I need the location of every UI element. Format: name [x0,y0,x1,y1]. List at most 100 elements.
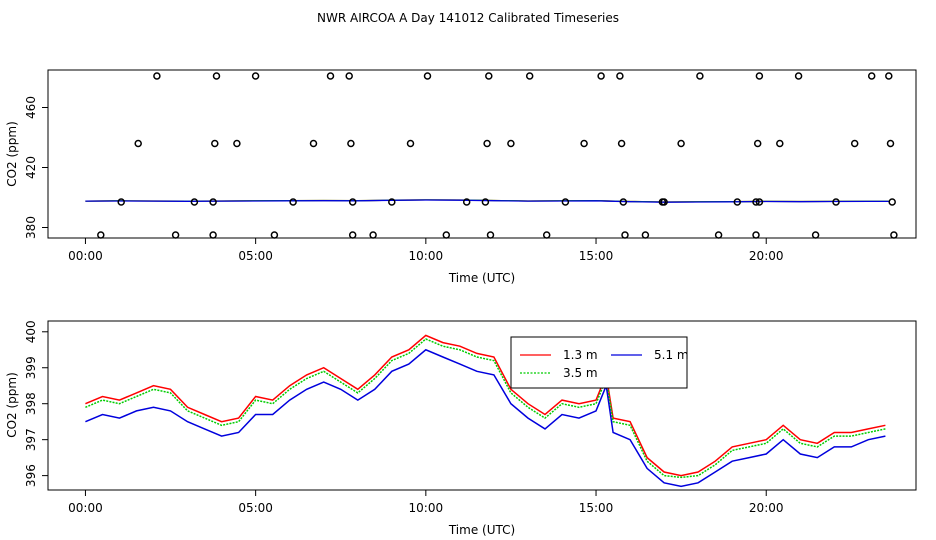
scatter-point [348,198,357,206]
scatter-point [326,72,335,80]
scatter-point [442,231,451,239]
scatter-point [755,72,764,80]
bottom-x-tick-label: 05:00 [238,501,273,515]
bottom-x-tick-label: 10:00 [409,501,444,515]
scatter-point [733,198,742,206]
x-axis-top: 00:00 05:00 10:00 15:00 20:00 [68,238,784,263]
x-axis-label-top: Time (UTC) [448,271,515,285]
legend: 1.3 m 5.1 m 3.5 m [510,336,689,389]
scatter-point [617,139,626,148]
bottom-y-tick-label: 396 [24,464,38,487]
scatter-point [888,198,896,206]
bottom-y-tick-label: 399 [24,356,38,379]
x-axis-bottom: 00:00 05:00 10:00 15:00 20:00 [68,490,784,515]
plot-frame-bottom [47,320,917,491]
panel-top: 00:00 05:00 10:00 15:00 20:00 380 420 460 Time… [5,69,917,285]
scatter-point [850,139,859,148]
legend-box [510,336,688,389]
series-line-5-1-m [85,348,886,488]
top-series-line [85,199,889,203]
bottom-y-tick-label: 398 [24,392,38,415]
scatter-point [485,72,493,80]
scatter-point [660,198,668,206]
scatter-point [542,231,551,239]
scatter-point [641,231,650,239]
top-y-tick-label: 460 [24,96,38,119]
scatter-point [211,139,219,148]
y-axis-label-top: CO2 (ppm) [5,121,19,187]
scatter-point [525,72,534,80]
scatter-point [776,139,784,148]
scatter-points-top [97,72,898,239]
scatter-point [345,72,353,80]
top-x-tick-label: 20:00 [749,249,784,263]
scatter-point [347,139,355,148]
panel-bottom: 00:00 05:00 10:00 15:00 20:00 396 397 398 399 40… [5,320,917,537]
scatter-point [251,72,260,80]
legend-label-1-3m: 1.3 m [563,348,598,362]
scatter-point [190,198,199,206]
scatter-point [507,139,515,148]
scatter-point [233,139,241,148]
y-axis-label-bottom: CO2 (ppm) [5,372,19,438]
top-y-tick-label: 420 [24,156,38,179]
y-axis-top: 380 420 460 [24,96,48,239]
bottom-x-tick-label: 15:00 [579,501,614,515]
scatter-point [597,72,605,80]
scatter-point [677,139,685,148]
scatter-point [886,139,895,148]
scatter-point [117,198,125,206]
scatter-point [794,72,803,80]
scatter-point [890,231,898,239]
scatter-point [97,231,105,239]
bottom-y-tick-label: 397 [24,428,38,451]
top-x-tick-label: 05:00 [238,249,273,263]
scatter-point [270,231,279,239]
series-line-1-3-m [85,334,886,477]
scatter-point [423,72,432,80]
scatter-point [619,198,628,206]
chart-title: NWR AIRCOA A Day 141012 Calibrated Times… [317,11,619,25]
scatter-point [171,231,180,239]
y-axis-bottom: 396 397 398 399 400 [24,320,48,487]
scatter-point [811,231,820,239]
scatter-point [753,139,762,148]
legend-label-5-1m: 5.1 m [654,348,689,362]
series-lines-bottom [85,334,886,488]
scatter-point [616,72,624,80]
scatter-point [309,139,318,148]
scatter-point [212,72,221,80]
scatter-point [621,231,629,239]
scatter-point [153,72,161,80]
scatter-point [462,198,471,206]
series-line-3-5-m [85,338,886,479]
scatter-point [885,72,893,80]
scatter-point [483,139,491,148]
scatter-point [832,198,840,206]
bottom-x-tick-label: 00:00 [68,501,103,515]
x-axis-label-bottom: Time (UTC) [448,523,515,537]
scatter-point [696,72,704,80]
scatter-point [481,198,490,206]
top-x-tick-label: 15:00 [579,249,614,263]
scatter-point [580,139,588,148]
scatter-point [134,139,142,148]
top-x-tick-label: 10:00 [409,249,444,263]
bottom-y-tick-label: 400 [24,320,38,343]
scatter-point [406,139,415,148]
scatter-point [289,198,297,206]
scatter-point [369,231,377,239]
bottom-x-tick-label: 20:00 [749,501,784,515]
scatter-point [752,198,760,206]
scatter-point [752,231,760,239]
top-y-tick-label: 380 [24,216,38,239]
top-x-tick-label: 00:00 [68,249,103,263]
scatter-point [388,198,396,206]
scatter-point [209,198,217,206]
scatter-point [348,231,357,239]
series-lines-top [85,199,889,203]
scatter-point [755,198,764,206]
scatter-point [561,198,570,206]
